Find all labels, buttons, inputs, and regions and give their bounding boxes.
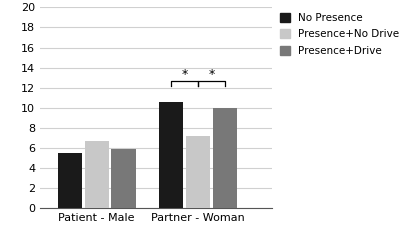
Text: *: *: [181, 68, 188, 81]
Bar: [58, 153, 82, 208]
Bar: [213, 108, 237, 208]
Bar: [159, 102, 183, 208]
Legend: No Presence, Presence+No Drive, Presence+Drive: No Presence, Presence+No Drive, Presence…: [280, 12, 400, 56]
Bar: [112, 149, 136, 208]
Text: *: *: [208, 68, 214, 81]
Bar: [84, 141, 109, 208]
Bar: [186, 136, 210, 208]
